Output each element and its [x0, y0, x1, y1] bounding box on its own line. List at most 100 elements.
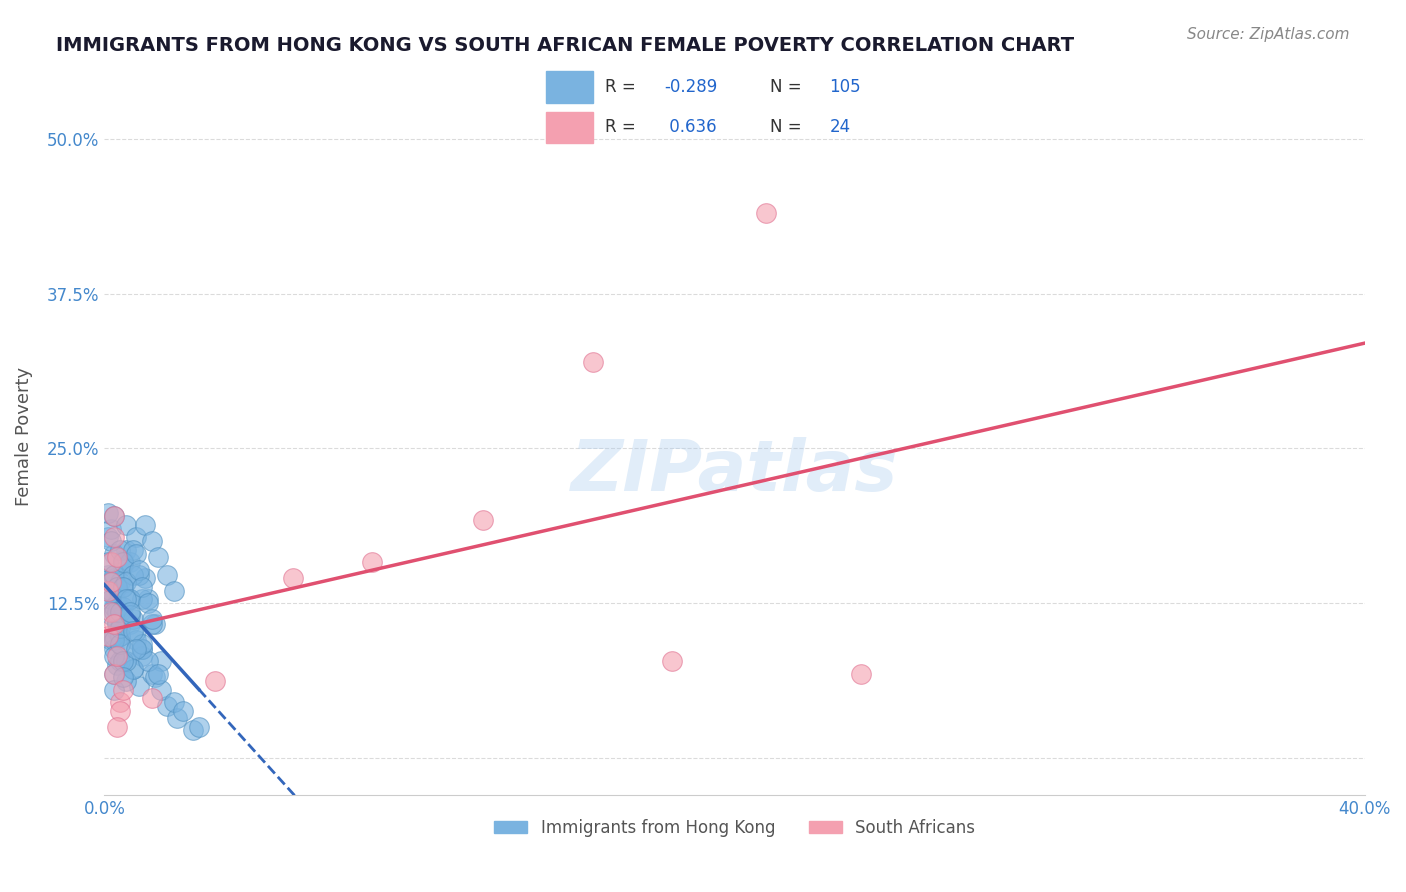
Point [118, 592, 141, 607]
Point [138, 654, 160, 668]
Point [103, 509, 125, 524]
Point [105, 617, 128, 632]
Point [108, 695, 131, 709]
Point [100, 583, 122, 598]
Text: R =: R = [605, 78, 641, 96]
Point [661, 654, 683, 668]
Point [108, 704, 131, 718]
Point [131, 637, 153, 651]
Point [125, 547, 148, 561]
Point [108, 654, 131, 668]
Point [125, 531, 148, 545]
Point [121, 542, 143, 557]
Point [103, 641, 125, 656]
Text: 0.636: 0.636 [664, 118, 717, 136]
Point [115, 542, 138, 557]
Point [166, 711, 188, 725]
Point [156, 567, 179, 582]
Point [112, 553, 135, 567]
Point [115, 592, 138, 607]
Point [100, 633, 122, 648]
Point [96, 506, 118, 520]
Bar [546, 71, 593, 103]
Point [134, 571, 156, 585]
Point [112, 599, 135, 614]
Point [112, 608, 135, 623]
Point [128, 679, 150, 693]
Point [131, 649, 153, 664]
Point [125, 633, 148, 648]
Point [96, 531, 118, 545]
Point [105, 580, 128, 594]
Point [849, 666, 872, 681]
Point [163, 583, 186, 598]
Point [146, 666, 169, 681]
Point [108, 574, 131, 589]
Point [100, 522, 122, 536]
Point [103, 649, 125, 664]
Point [112, 654, 135, 668]
Point [105, 550, 128, 565]
Point [138, 592, 160, 607]
Text: -0.289: -0.289 [664, 78, 717, 96]
Point [103, 547, 125, 561]
Point [103, 531, 125, 545]
Point [115, 518, 138, 533]
Point [283, 571, 305, 585]
Point [115, 673, 138, 688]
Point [112, 558, 135, 573]
Point [105, 596, 128, 610]
Point [103, 599, 125, 614]
Point [163, 695, 186, 709]
Point [96, 555, 118, 569]
Point [100, 555, 122, 569]
Point [100, 605, 122, 619]
Point [100, 574, 122, 589]
Legend: Immigrants from Hong Kong, South Africans: Immigrants from Hong Kong, South African… [488, 813, 981, 844]
Point [105, 624, 128, 639]
Point [141, 534, 163, 549]
Point [103, 605, 125, 619]
Point [108, 629, 131, 643]
Point [150, 682, 173, 697]
Bar [546, 112, 593, 143]
Point [204, 673, 226, 688]
Point [143, 617, 166, 632]
Point [172, 704, 194, 718]
Point [141, 666, 163, 681]
Text: ZIPatlas: ZIPatlas [571, 437, 898, 507]
Point [125, 624, 148, 639]
Point [181, 723, 204, 738]
Point [141, 612, 163, 626]
Text: Source: ZipAtlas.com: Source: ZipAtlas.com [1187, 27, 1350, 42]
Point [141, 617, 163, 632]
Point [125, 641, 148, 656]
Point [103, 590, 125, 604]
Point [105, 580, 128, 594]
Point [103, 666, 125, 681]
Point [118, 608, 141, 623]
Text: 24: 24 [830, 118, 851, 136]
Point [103, 567, 125, 582]
Text: IMMIGRANTS FROM HONG KONG VS SOUTH AFRICAN FEMALE POVERTY CORRELATION CHART: IMMIGRANTS FROM HONG KONG VS SOUTH AFRIC… [56, 36, 1074, 54]
Point [118, 605, 141, 619]
Point [112, 682, 135, 697]
Point [471, 513, 494, 527]
Point [103, 666, 125, 681]
Point [121, 567, 143, 582]
Point [156, 698, 179, 713]
Text: 105: 105 [830, 78, 860, 96]
Point [187, 720, 209, 734]
Point [103, 617, 125, 632]
Point [755, 206, 778, 220]
Point [118, 592, 141, 607]
Point [115, 574, 138, 589]
Point [103, 571, 125, 585]
Point [100, 534, 122, 549]
Point [146, 550, 169, 565]
Point [131, 641, 153, 656]
Point [100, 592, 122, 607]
Point [96, 629, 118, 643]
Text: R =: R = [605, 118, 641, 136]
Point [103, 682, 125, 697]
